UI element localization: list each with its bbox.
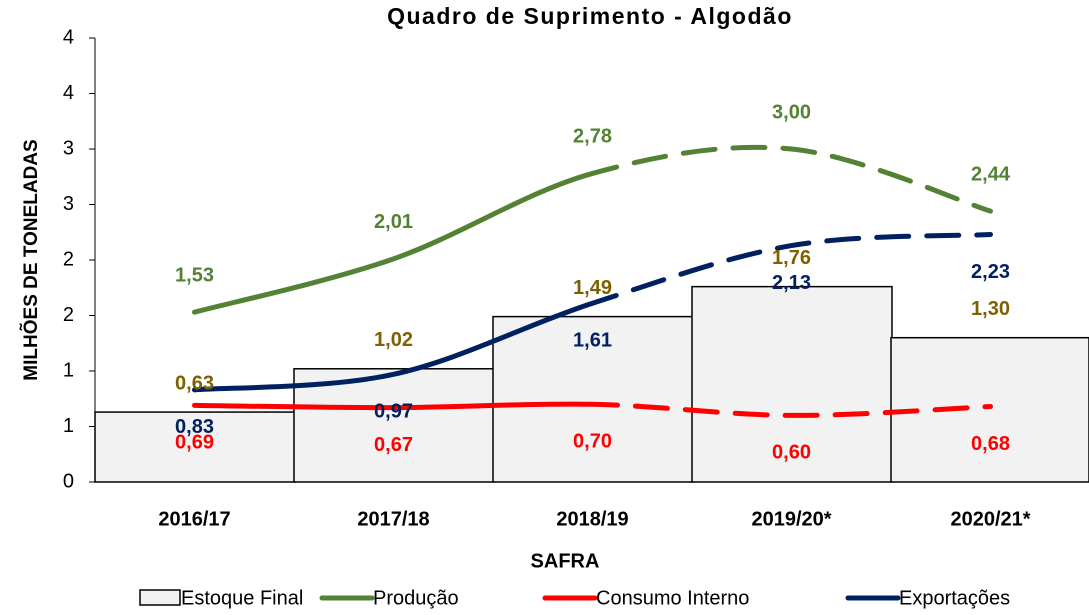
line [192, 401, 993, 418]
data-label: 0,60 [772, 442, 811, 464]
data-label: 1,30 [971, 298, 1010, 320]
line [192, 144, 993, 315]
x-tick-label: 2020/21* [950, 508, 1030, 530]
bar [293, 368, 495, 483]
data-label: 0,69 [175, 432, 214, 454]
data-label: 1,61 [573, 330, 612, 352]
legend-label: Estoque Final [181, 587, 303, 609]
bar [890, 336, 1089, 483]
data-label: 2,44 [971, 163, 1011, 185]
data-label: 1,02 [374, 329, 413, 351]
legend-swatch [139, 589, 181, 606]
y-axis-label: MILHÕES DE TONELADAS [20, 139, 42, 380]
data-label: 0,97 [374, 401, 413, 423]
y-tick-label: 1 [63, 359, 74, 381]
y-tick-label: 2 [63, 248, 74, 270]
data-label: 1,49 [573, 277, 612, 299]
data-label: 2,01 [374, 211, 413, 233]
data-label: 0,70 [573, 431, 612, 453]
data-label: 0,67 [374, 434, 413, 456]
data-label: 0,63 [175, 372, 214, 394]
y-tick-label: 2 [63, 304, 74, 326]
line [192, 231, 993, 393]
legend-label: Consumo Interno [596, 587, 749, 609]
x-axis-label: SAFRA [531, 550, 600, 572]
legend-label: Produção [373, 587, 459, 609]
y-tick-label: 1 [63, 415, 74, 437]
data-label: 1,76 [772, 247, 811, 269]
data-label: 0,68 [971, 433, 1010, 455]
y-tick-label: 3 [63, 193, 74, 215]
data-label: 2,78 [573, 126, 612, 148]
data-label: 0,83 [175, 416, 214, 438]
x-tick-label: 2016/17 [158, 508, 230, 530]
x-tick-label: 2018/19 [556, 508, 628, 530]
legend-label: Exportações [899, 587, 1010, 609]
x-tick-label: 2017/18 [357, 508, 429, 530]
x-tick-label: 2019/20* [751, 508, 831, 530]
data-label: 2,23 [971, 261, 1010, 283]
y-tick-label: 4 [63, 26, 74, 48]
y-tick-label: 0 [63, 470, 74, 492]
y-tick-label: 3 [63, 137, 74, 159]
bar [691, 285, 893, 483]
chart-title: Quadro de Suprimento - Algodão [387, 3, 793, 29]
data-label: 2,13 [772, 272, 811, 294]
data-label: 1,53 [175, 264, 214, 286]
y-tick-label: 4 [63, 82, 74, 104]
data-label: 3,00 [772, 101, 811, 123]
